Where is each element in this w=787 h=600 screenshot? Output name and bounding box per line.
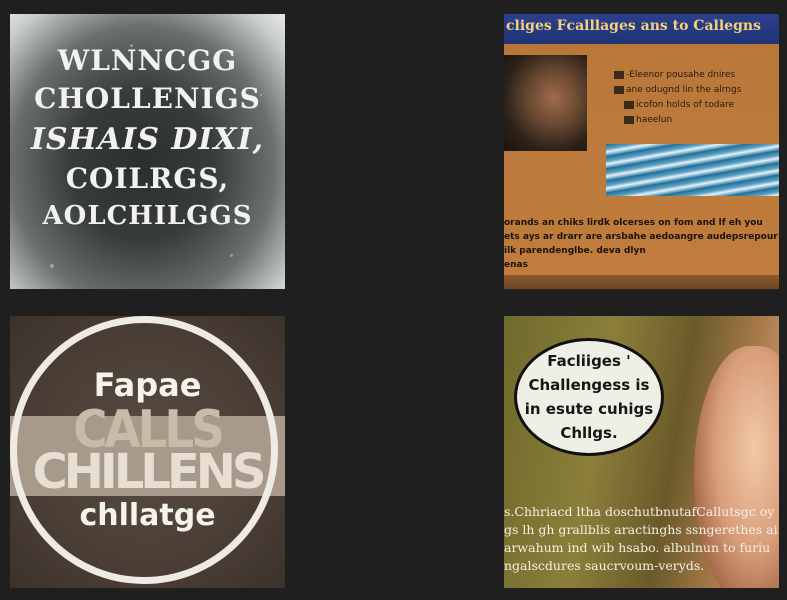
slide-paragraph-line: enas [504, 260, 528, 270]
tile1-line-1: WLNNCGG [57, 44, 238, 77]
emblem-bottom-word: chllatge [79, 498, 216, 533]
caption-line: gs lh gh grallblis aractinghs ssngerethe… [504, 522, 778, 537]
slide-bullet: -Eleenor pousahe dnires [614, 70, 735, 80]
caption-line: s.Chhriacd ltha doschutbnutafCallutsgc o… [504, 504, 779, 519]
image-tile-1[interactable]: WLNNCGG CHOLLENIGS ISHAIS DIXI, COILRGS,… [10, 14, 285, 289]
slide-banner: cliges Fcalllages ans to Callegns [504, 14, 779, 44]
tile1-line-3: ISHAIS DIXI, [30, 122, 265, 157]
tile1-line-2: CHOLLENIGS [34, 82, 261, 115]
emblem-middle-word-1: CALLS [73, 400, 225, 460]
image-tile-3[interactable]: Fapae CALLS CHILLENS chllatge [10, 316, 285, 588]
caption-line: ngalscdures saucrvoum-veryds. [504, 558, 705, 573]
tile1-line-5: AOLCHILGGS [42, 201, 253, 231]
image-tile-4[interactable]: Facliiges ' Challengess is in esute cuhi… [504, 316, 779, 588]
emblem-ring [10, 316, 278, 584]
slide-banner-title: cliges Fcalllages ans to Callegns [506, 18, 761, 34]
slide-bullet: haeelun [624, 115, 672, 125]
slide-bullet: ane odugnd lin the alrngs [614, 85, 741, 95]
image-tile-2[interactable]: cliges Fcalllages ans to Callegns -Eleen… [504, 14, 779, 289]
caption-line: arwahum ind wib hsabo. albulnun to furiu [504, 540, 771, 555]
speech-bubble-line: Chllgs. [560, 424, 618, 442]
speech-bubble [514, 338, 664, 456]
speech-bubble-line: Challengess is [528, 376, 650, 394]
tile1-line-4: COILRGS, [65, 162, 230, 195]
slide-paragraph-line: orands an chiks lirdk olcerses on fom an… [504, 218, 763, 228]
ocean-waves-image [606, 144, 779, 196]
slide-paragraph-line: ets ays ar drarr are arsbahe aedoangre a… [504, 232, 778, 242]
slide-paragraph-line: ilk parendenglbe. deva dlyn [504, 246, 646, 256]
slide-bottom-bar [504, 275, 779, 289]
speech-bubble-line: Facliiges ' [547, 352, 631, 370]
speech-bubble-line: in esute cuhigs [524, 400, 654, 418]
woman-face-image [694, 346, 779, 588]
emblem-middle-word-2: CHILLENS [32, 444, 267, 500]
portrait-photo [504, 55, 587, 151]
emblem-top-word: Fapae [93, 366, 202, 404]
slide-bullet: icofon holds of todare [624, 100, 734, 110]
